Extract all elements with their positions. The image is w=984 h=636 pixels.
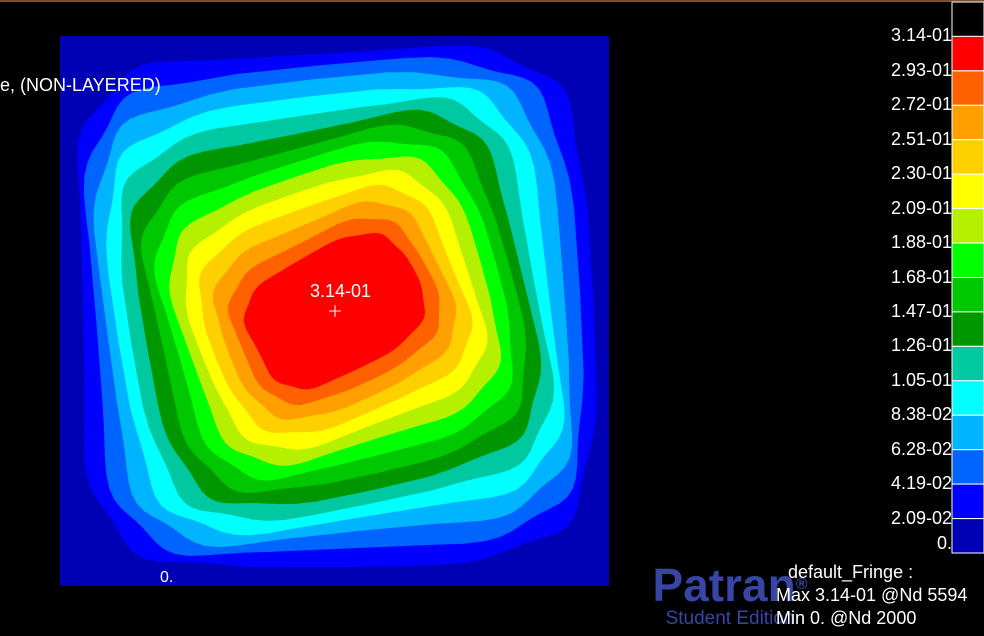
legend-swatch [951,449,984,485]
legend-swatch [951,380,984,416]
max-marker-cross [329,305,341,317]
legend-level-label: 2.30-01 [890,163,952,184]
legend-swatch [951,173,984,210]
legend-swatch [951,311,984,347]
fringe-name: default_Fringe : [788,562,914,582]
legend-labels: 3.14-01 2.93-01 2.72-01 2.51-01 2.30-01 2.09-… [860,0,952,560]
legend-level-label: 2.72-01 [890,94,952,115]
legend-level-label: 2.51-01 [890,128,952,149]
fringe-min: Min 0. @Nd 2000 [776,608,917,628]
legend-swatch [951,414,984,451]
legend-swatch [951,70,984,106]
legend-level-label: 1.05-01 [890,369,952,390]
legend-swatch [951,277,984,313]
legend-level-label: 2.09-02 [890,507,952,528]
legend-swatch [951,35,984,72]
legend-level-label: 2.09-01 [890,197,952,218]
fringe-max: Max 3.14-01 @Nd 5594 [776,585,968,605]
legend-level-label: 2.93-01 [890,59,952,80]
legend-level-label: 3.14-01 [890,25,952,46]
legend-swatch [951,208,984,244]
legend-level-label: 4.19-02 [890,473,952,494]
min-value-label: 0. [160,569,174,586]
max-value-label: 3.14-01 [310,281,372,301]
fringe-legend-bar[interactable] [951,1,984,554]
fringe-info: default_Fringe : Max 3.14-01 @Nd 5594 Mi… [776,561,967,630]
legend-level-label: 8.38-02 [890,404,952,425]
legend-swatch [951,242,984,279]
legend-level-label: 1.26-01 [890,335,952,356]
legend-swatch [951,483,984,520]
legend-swatch [951,345,984,382]
viewport-top-border [0,0,984,2]
legend-swatch [951,1,984,37]
legend-swatch [951,518,984,554]
legend-level-label: 0. [936,533,952,553]
legend-swatch [951,139,984,175]
legend-level-label: 6.28-02 [890,438,952,459]
legend-level-label: 1.68-01 [890,266,952,287]
legend-level-label: 1.47-01 [890,300,952,321]
legend-swatch [951,104,984,141]
viewport-title: e, (NON-LAYERED) [0,75,161,95]
legend-level-label: 1.88-01 [890,232,952,253]
